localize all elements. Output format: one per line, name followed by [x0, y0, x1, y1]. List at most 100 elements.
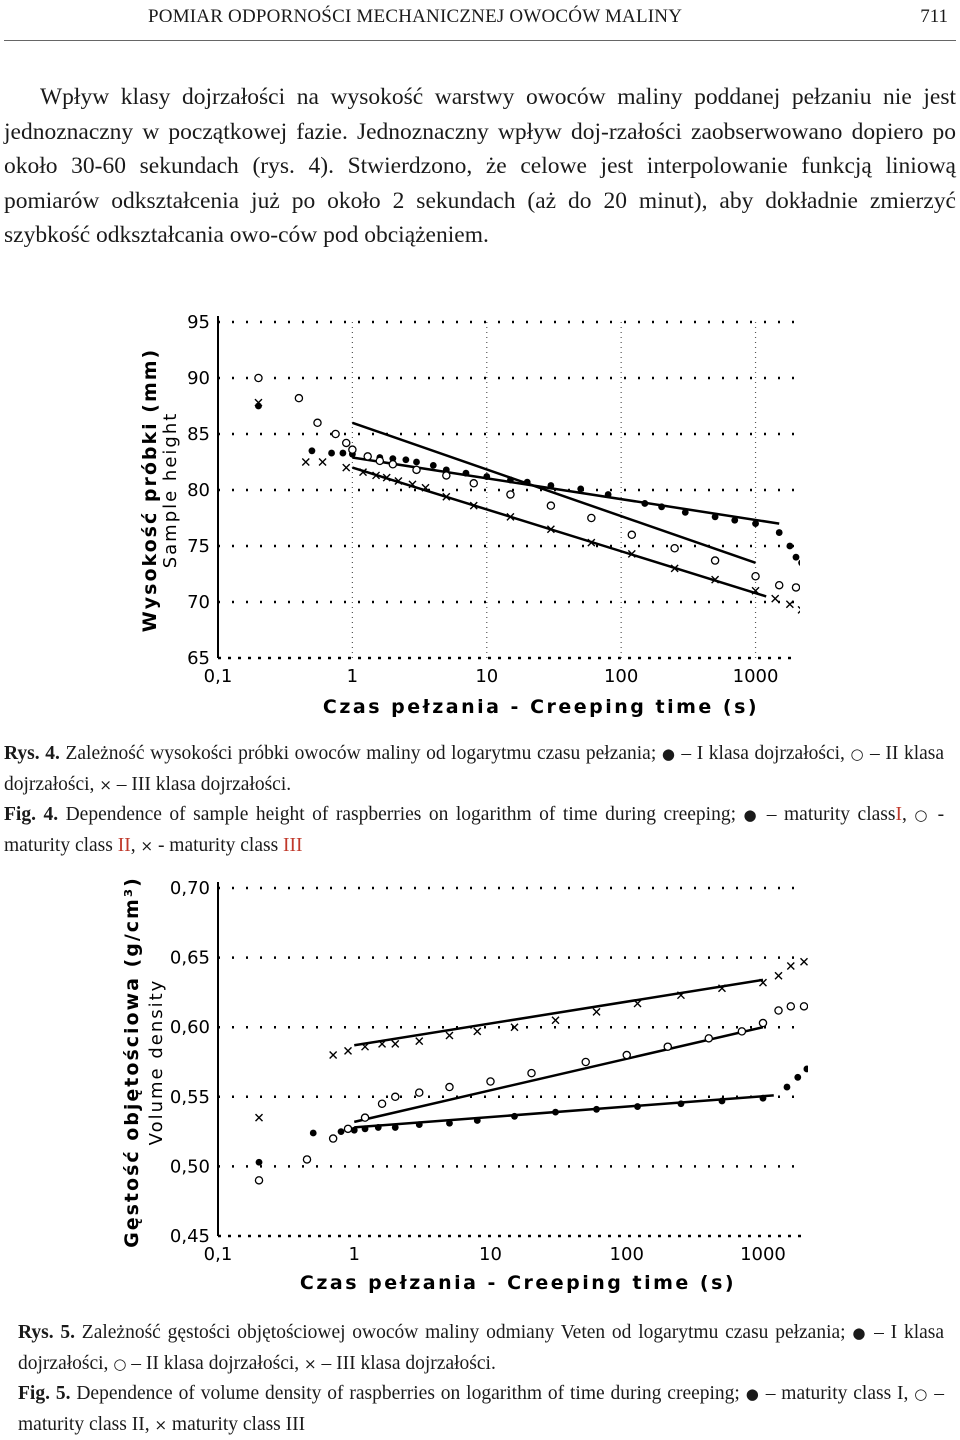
filled-circle-icon: ● [745, 1385, 760, 1403]
data-point [792, 553, 800, 561]
data-point [783, 1083, 791, 1091]
y-axis-title: Gęstość objętościowa (g/cm³) [121, 876, 143, 1248]
x-tick-label: 1 [349, 1244, 360, 1265]
x-tick-label: 100 [610, 1244, 644, 1265]
data-point [318, 458, 327, 466]
data-point [328, 449, 335, 457]
x-tick-label: 10 [479, 1244, 502, 1265]
data-point [421, 483, 430, 492]
y-tick-label: 0,50 [170, 1156, 210, 1177]
data-point [254, 398, 263, 407]
data-point [254, 1176, 264, 1185]
cross-icon: × [154, 1415, 168, 1434]
caption-text: Zależność gęstości objętościowej owoców … [81, 1322, 846, 1343]
data-point [363, 452, 372, 461]
cross-icon: × [304, 1354, 317, 1373]
data-point [394, 477, 403, 486]
data-point [506, 490, 515, 499]
data-point [711, 513, 719, 521]
y-tick-label: 65 [187, 648, 210, 669]
figure-5-caption: Rys. 5. Zależność gęstości objętościowej… [18, 1318, 944, 1440]
caption-text: maturity class III [171, 1413, 306, 1435]
header-rule [4, 40, 956, 41]
data-point [711, 575, 720, 584]
data-point [774, 971, 783, 980]
data-point [593, 1105, 600, 1113]
figure-4-caption-pl: Rys. 4. Zależność wysokości próbki owocó… [4, 739, 944, 800]
data-point [329, 1051, 338, 1060]
data-point [412, 465, 421, 475]
data-point [731, 516, 739, 524]
x-axis-title: Czas pełzania - Creeping time (s) [300, 1272, 736, 1294]
data-point [388, 459, 398, 469]
data-point [255, 1158, 263, 1166]
data-point [361, 1042, 370, 1051]
x-axis-title: Czas pełzania - Creeping time (s) [323, 696, 759, 718]
data-point [331, 429, 340, 439]
caption-label: Fig. 5. [18, 1383, 71, 1404]
caption-text: – II klasa dojrzałości, [4, 743, 945, 795]
data-point [445, 1031, 454, 1040]
data-point [577, 485, 585, 493]
caption-text: - maturity class [4, 804, 945, 856]
data-point [547, 482, 555, 489]
fit-line [352, 466, 767, 598]
data-point [402, 456, 410, 464]
x-tick-label: 10 [475, 666, 498, 687]
data-point [442, 492, 451, 501]
data-point [710, 556, 720, 565]
data-point [344, 1046, 353, 1055]
data-point [759, 1094, 767, 1102]
class-label: II [117, 834, 131, 856]
data-point [486, 1077, 495, 1086]
data-point [523, 478, 531, 486]
data-point [622, 1050, 631, 1060]
data-point [462, 469, 470, 477]
data-point [751, 571, 760, 581]
cross-icon: × [140, 836, 154, 855]
data-point [391, 1124, 399, 1131]
caption-text: – II klasa dojrzałości, [131, 1352, 300, 1374]
y-tick-label: 0,45 [170, 1226, 210, 1247]
data-point [717, 984, 726, 993]
figure-4-caption: Rys. 4. Zależność wysokości próbki owocó… [4, 739, 944, 861]
caption-label: Fig. 4. [4, 804, 59, 825]
data-point [446, 1119, 453, 1127]
data-point [641, 500, 649, 507]
data-point [676, 991, 685, 1000]
data-point [551, 1016, 560, 1025]
data-point [786, 1002, 796, 1011]
data-point [718, 1097, 726, 1105]
data-point [382, 473, 391, 482]
data-point [670, 543, 679, 553]
data-point [473, 1027, 482, 1036]
data-point [803, 1065, 808, 1073]
data-point [786, 961, 795, 970]
figure-4-caption-en: Fig. 4. Dependence of sample height of r… [4, 800, 944, 861]
y-tick-label: 80 [187, 480, 210, 501]
cross-icon: × [99, 775, 112, 794]
figure-5-chart: 0,45 0,50 0,55 0,60 0,65 0,70 0,1 1 10 100 1000Cza… [121, 876, 808, 1294]
y-tick-label: 0,65 [170, 948, 210, 969]
data-point [507, 476, 514, 484]
data-point [800, 957, 808, 966]
data-point [408, 480, 417, 489]
page-number: 711 [920, 6, 948, 27]
y-tick-label: 95 [187, 312, 210, 333]
data-point [658, 503, 666, 511]
data-point [255, 1113, 264, 1122]
class-label: I [895, 804, 902, 825]
data-point [429, 461, 437, 469]
caption-text: – maturity class II, [18, 1383, 944, 1435]
caption-text: – maturity class [766, 804, 896, 825]
caption-text: , [130, 834, 136, 856]
data-point [797, 605, 800, 614]
y-axis-subtitle: Sample height [160, 412, 181, 569]
data-point [581, 1057, 590, 1067]
figure-5-caption-pl: Rys. 5. Zależność gęstości objętościowej… [18, 1318, 944, 1379]
x-tick-label: 0,1 [204, 666, 233, 687]
fit-line [354, 978, 764, 1047]
data-point [361, 1125, 369, 1133]
data-point [758, 978, 767, 987]
data-point [372, 471, 381, 480]
